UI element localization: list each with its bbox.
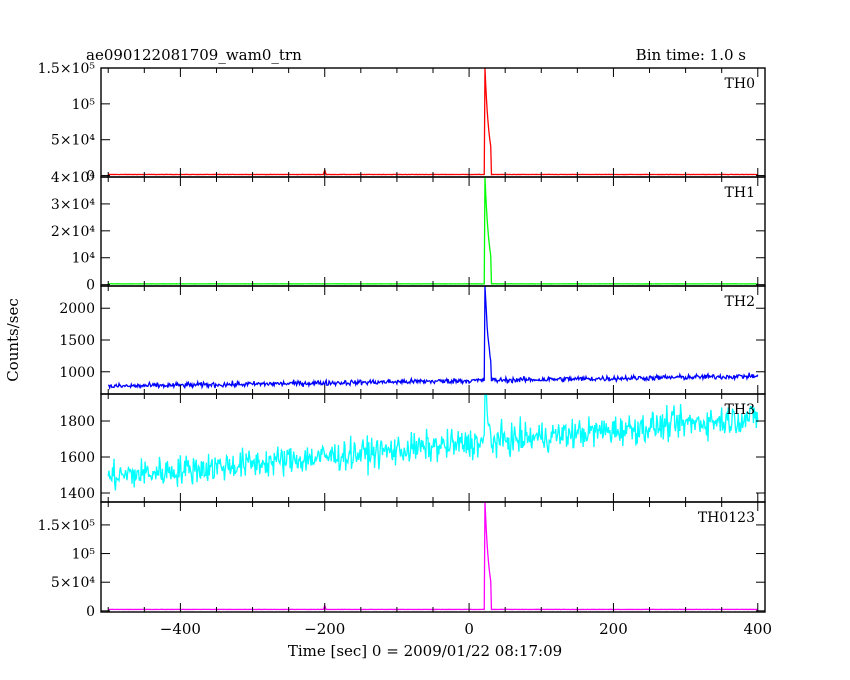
y-tick-label: 1.5×10⁵ [38,61,96,77]
y-tick-label: 4×10⁴ [51,170,95,186]
panel-label: TH0 [725,76,755,92]
x-tick-label: 400 [743,620,772,638]
y-tick-label: 2000 [59,301,95,317]
y-tick-label: 0 [86,604,95,620]
y-tick-label: 10⁵ [72,547,96,563]
y-tick-label: 1600 [59,450,95,466]
x-axis-label: Time [sec] 0 = 2009/01/22 08:17:09 [288,642,562,660]
series-line-th1 [108,177,759,285]
y-tick-label: 10⁵ [72,97,96,113]
panel-label: TH3 [725,402,755,418]
panel-frame [100,67,766,178]
y-tick-label: 5×10⁴ [51,133,95,149]
panel-th1: TH1 0 10⁴ 2×10⁴ 3×10⁴ 4×10⁴ [51,170,766,294]
y-axis-label: Counts/sec [4,298,22,382]
panel-th0123: TH0123 0 5×10⁴ 10⁵ 1.5×10⁵ [38,501,766,620]
x-tick-label: −200 [304,620,345,638]
panel-label: TH2 [725,294,755,310]
panel-frame [100,176,766,287]
y-tick-label: 1.5×10⁵ [38,518,96,534]
series-line-th0123 [108,502,758,611]
y-tick-label: 3×10⁴ [51,197,95,213]
y-tick-label: 0 [86,169,95,185]
y-tick-label: 1000 [59,365,95,381]
y-tick-label: 1500 [59,333,95,349]
x-tick-label: −400 [160,620,201,638]
chart-title: ae090122081709_wam0_trn [86,46,302,64]
bin-time-label: Bin time: 1.0 s [636,46,746,64]
panel-label: TH1 [725,185,755,201]
panel-th3: TH3 1400 1600 1800 [59,393,766,503]
x-tick-label: 0 [464,620,474,638]
series-line-th2 [107,286,759,391]
x-tick-label: 200 [599,620,628,638]
y-tick-label: 0 [86,278,95,294]
panel-label: TH0123 [698,510,755,526]
y-tick-label: 1400 [59,486,95,502]
y-tick-label: 1800 [59,414,95,430]
y-tick-label: 10⁴ [72,251,96,267]
panel-frame [100,393,766,503]
series-line-th3 [107,394,759,491]
panel-frame [100,501,766,613]
y-tick-label: 5×10⁴ [51,575,95,591]
series-line-th0 [108,68,758,176]
panels-group: TH0 0 5×10⁴ 10⁵ 1.5×10⁵ TH1 0 10⁴ 2×10⁴ 3×10⁴ 4×10… [38,61,773,638]
panel-th2: TH2 1000 1500 2000 [59,285,766,395]
panel-th0: TH0 0 5×10⁴ 10⁵ 1.5×10⁵ [38,61,766,185]
y-tick-label: 2×10⁴ [51,224,95,240]
